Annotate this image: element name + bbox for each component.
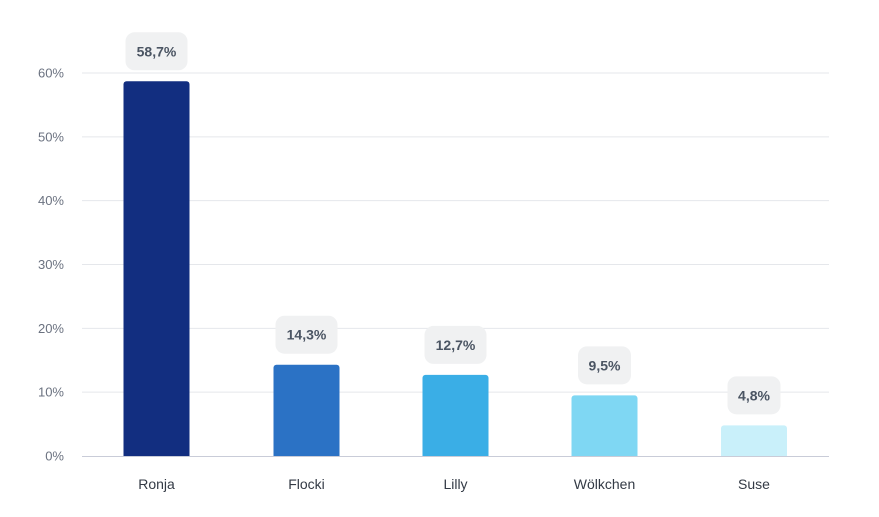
bar-lilly [422, 374, 489, 456]
data-label: 4,8% [727, 376, 781, 415]
x-tick-label: Flocki [288, 476, 325, 492]
bar-base [123, 452, 190, 456]
bar-suse [721, 425, 787, 456]
data-label-box [578, 346, 631, 385]
data-label: 12,7% [424, 325, 487, 364]
bar-base [571, 452, 638, 456]
y-tick-label: 10% [38, 385, 64, 400]
data-label-box [125, 32, 188, 71]
x-tick-label: Ronja [138, 476, 175, 492]
bar-ronja [123, 81, 190, 456]
data-label-text: 9,5% [589, 357, 621, 373]
x-axis-category-labels: Ronja Flocki Lilly Wölkchen Suse [138, 476, 770, 492]
data-label-text: 12,7% [436, 337, 476, 353]
data-label-box [727, 376, 781, 415]
data-label: 58,7% [125, 32, 188, 71]
data-label-box [424, 325, 487, 364]
x-tick-label: Suse [738, 476, 770, 492]
y-axis-tick-labels: 0% 10% 20% 30% 40% 50% 60% [38, 66, 64, 464]
x-tick-label: Lilly [443, 476, 467, 492]
data-label: 9,5% [578, 346, 631, 385]
data-label-box [275, 315, 338, 354]
bar-base [721, 452, 787, 456]
y-tick-label: 40% [38, 193, 64, 208]
data-labels: 58,7% 14,3% 12,7% 9,5% 4,8% [125, 32, 781, 415]
y-tick-label: 60% [38, 66, 64, 81]
y-tick-label: 50% [38, 129, 64, 144]
y-tick-label: 0% [45, 449, 64, 464]
bar-flocki [273, 364, 340, 456]
data-label-text: 4,8% [738, 387, 770, 403]
bar-base [422, 452, 489, 456]
bar-w-lkchen [571, 395, 638, 456]
data-label-text: 14,3% [287, 327, 327, 343]
data-label-text: 58,7% [137, 43, 177, 59]
x-tick-label: Wölkchen [574, 476, 635, 492]
bars [123, 81, 787, 456]
y-tick-label: 30% [38, 257, 64, 272]
bar-base [273, 452, 340, 456]
grid-lines [82, 72, 829, 393]
data-label: 14,3% [275, 315, 338, 354]
y-tick-label: 20% [38, 321, 64, 336]
